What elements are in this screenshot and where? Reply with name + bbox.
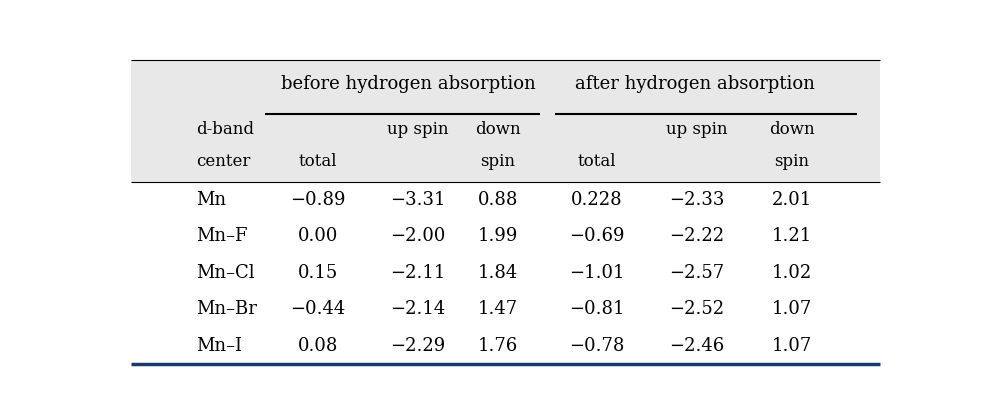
Text: 0.88: 0.88: [477, 191, 518, 209]
Text: 1.76: 1.76: [477, 337, 518, 355]
Text: Mn–I: Mn–I: [196, 337, 242, 355]
Text: 0.15: 0.15: [298, 264, 338, 282]
Bar: [131, 328, 880, 364]
Text: −2.29: −2.29: [389, 337, 445, 355]
Text: down: down: [475, 121, 521, 138]
Text: −1.01: −1.01: [569, 264, 625, 282]
Text: spin: spin: [480, 152, 515, 170]
Text: total: total: [578, 152, 616, 170]
Text: −2.00: −2.00: [389, 227, 445, 245]
Text: Mn–Br: Mn–Br: [196, 300, 256, 318]
Text: 1.21: 1.21: [772, 227, 812, 245]
Bar: [131, 291, 880, 328]
Text: 1.07: 1.07: [772, 300, 812, 318]
Text: −0.81: −0.81: [569, 300, 625, 318]
Text: −0.89: −0.89: [290, 191, 346, 209]
Bar: [131, 182, 880, 218]
Text: 0.08: 0.08: [298, 337, 338, 355]
Bar: [131, 60, 880, 182]
Text: 1.99: 1.99: [477, 227, 518, 245]
Text: spin: spin: [774, 152, 810, 170]
Text: −2.33: −2.33: [669, 191, 724, 209]
Text: Mn–Cl: Mn–Cl: [196, 264, 254, 282]
Text: −2.52: −2.52: [669, 300, 724, 318]
Text: −2.22: −2.22: [669, 227, 724, 245]
Text: after hydrogen absorption: after hydrogen absorption: [575, 76, 814, 93]
Bar: [131, 255, 880, 291]
Text: down: down: [769, 121, 814, 138]
Text: −0.69: −0.69: [569, 227, 625, 245]
Text: 0.228: 0.228: [571, 191, 623, 209]
Text: 0.00: 0.00: [298, 227, 338, 245]
Text: −2.46: −2.46: [669, 337, 724, 355]
Text: up spin: up spin: [666, 121, 727, 138]
Text: −0.44: −0.44: [291, 300, 346, 318]
Bar: [131, 218, 880, 255]
Text: d-band: d-band: [196, 121, 253, 138]
Text: total: total: [299, 152, 337, 170]
Text: −2.11: −2.11: [389, 264, 445, 282]
Text: 1.47: 1.47: [477, 300, 518, 318]
Text: −2.14: −2.14: [389, 300, 445, 318]
Text: center: center: [196, 152, 250, 170]
Text: 1.07: 1.07: [772, 337, 812, 355]
Text: −0.78: −0.78: [569, 337, 625, 355]
Text: Mn: Mn: [196, 191, 226, 209]
Text: −3.31: −3.31: [389, 191, 446, 209]
Text: −2.57: −2.57: [669, 264, 724, 282]
Text: Mn–F: Mn–F: [196, 227, 247, 245]
Text: before hydrogen absorption: before hydrogen absorption: [281, 76, 535, 93]
Text: 1.02: 1.02: [772, 264, 812, 282]
Text: up spin: up spin: [387, 121, 449, 138]
Text: 2.01: 2.01: [772, 191, 812, 209]
Text: 1.84: 1.84: [477, 264, 518, 282]
